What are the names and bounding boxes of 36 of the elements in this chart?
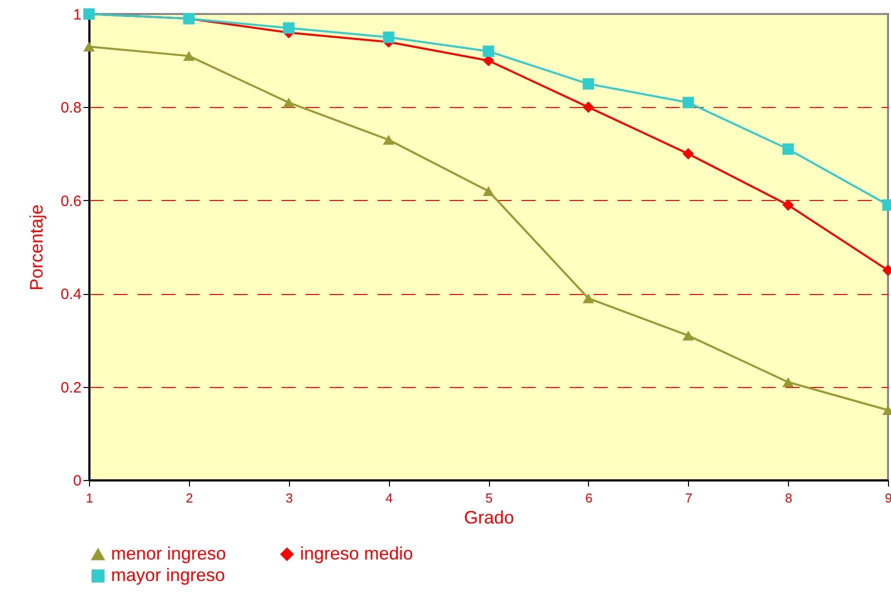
legend-label: mayor ingreso [111, 565, 226, 585]
x-tick-label: 2 [186, 490, 193, 506]
point [582, 293, 594, 304]
legend-label: menor ingreso [111, 544, 226, 564]
point [382, 134, 394, 145]
x-tick-label: 7 [685, 490, 692, 506]
legend-label: ingreso medio [300, 543, 414, 564]
y-tick-label: 1 [73, 6, 82, 24]
point [782, 143, 794, 155]
point [782, 377, 794, 388]
x-tick-label: 8 [785, 490, 792, 506]
point [782, 199, 794, 211]
x-tick-label: 5 [485, 490, 493, 506]
point [582, 102, 594, 113]
point [382, 32, 394, 43]
point [682, 96, 694, 108]
y-tick-label: 0.6 [60, 192, 82, 210]
point [283, 98, 294, 108]
x-tick-label: 1 [86, 490, 94, 506]
x-tick-label: 3 [286, 490, 293, 506]
point [682, 148, 694, 160]
point [482, 186, 494, 196]
y-tick-label: 0 [73, 472, 82, 490]
y-tick-label: 0.2 [60, 379, 82, 396]
y-axis-title: Porcentaje [26, 204, 47, 291]
x-axis-title: Grado [464, 508, 514, 528]
point [582, 78, 594, 90]
point [183, 51, 195, 61]
x-tick-label: 4 [386, 490, 393, 506]
y-tick-label: 0.8 [60, 100, 82, 117]
point [283, 22, 294, 34]
point [682, 330, 694, 340]
y-tick-label: 0.4 [60, 286, 82, 304]
x-tick-label: 6 [585, 490, 592, 506]
point [83, 42, 95, 52]
point [482, 46, 494, 57]
